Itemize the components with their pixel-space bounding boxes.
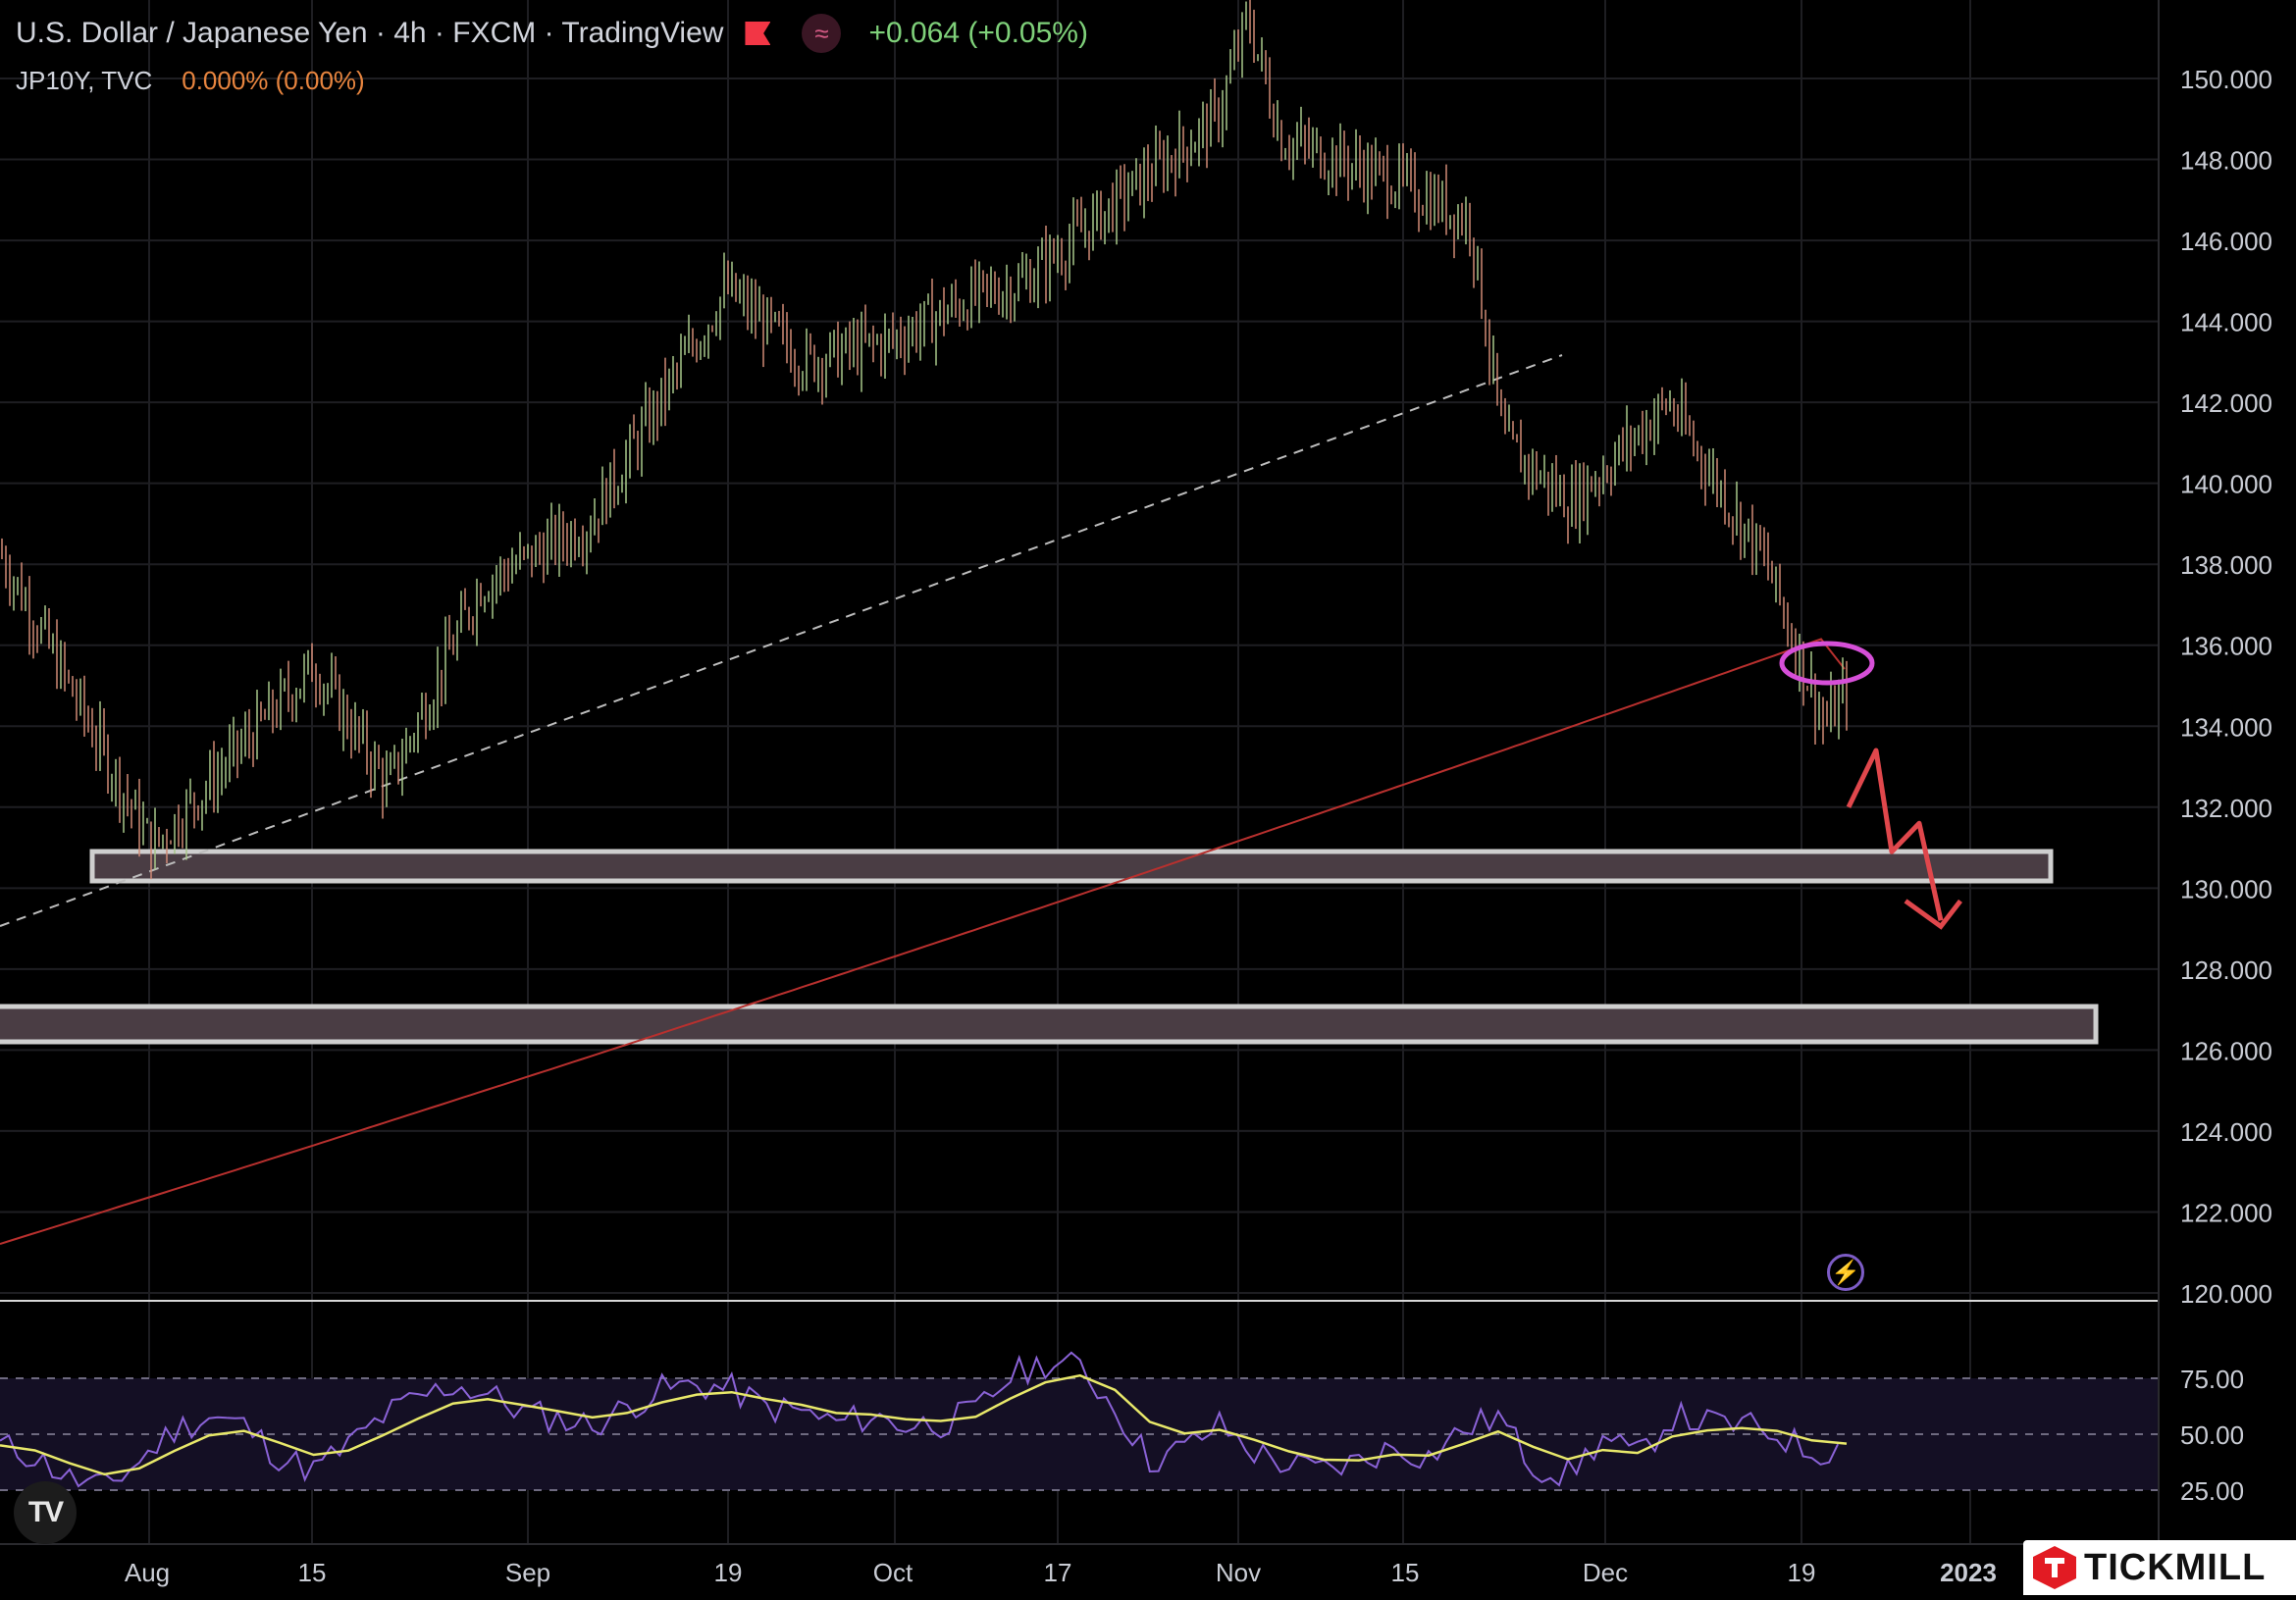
rsi-pane: [0, 1351, 2159, 1491]
rsi-band: [0, 1378, 2159, 1490]
time-tick-label: Sep: [505, 1558, 550, 1587]
candlesticks: [1, 0, 1848, 880]
rsi-tick-label: 25.00: [2180, 1476, 2244, 1506]
tickmill-logo: TICKMILL: [2023, 1540, 2296, 1595]
time-tick-label: 15: [1391, 1558, 1420, 1587]
highlight-ellipse: [1779, 641, 1875, 686]
price-tick-label: 136.000: [2180, 632, 2272, 661]
price-change: +0.064 (+0.05%): [868, 17, 1088, 49]
time-tick-label: 15: [298, 1558, 327, 1587]
price-tick-label: 140.000: [2180, 470, 2272, 499]
grid: [0, 0, 2159, 1544]
time-tick-label: 19: [1788, 1558, 1816, 1587]
rsi-line: [0, 1351, 1840, 1488]
price-tick-label: 138.000: [2180, 550, 2272, 580]
projection-arrowhead: [1904, 899, 1962, 930]
price-tick-label: 128.000: [2180, 955, 2272, 985]
time-tick-label: 2023: [1940, 1558, 1997, 1587]
price-tick-label: 124.000: [2180, 1117, 2272, 1147]
overlay-symbol[interactable]: JP10Y, TVC: [16, 65, 153, 95]
price-tick-label: 132.000: [2180, 794, 2272, 823]
price-tick-label: 146.000: [2180, 227, 2272, 256]
time-tick-label: 17: [1044, 1558, 1072, 1587]
time-tick-label: Oct: [873, 1558, 913, 1587]
symbol-title[interactable]: U.S. Dollar / Japanese Yen · 4h · FXCM ·…: [16, 17, 724, 49]
price-tick-label: 144.000: [2180, 308, 2272, 337]
trendline: [0, 354, 1563, 927]
chart-header: U.S. Dollar / Japanese Yen · 4h · FXCM ·…: [16, 12, 1088, 55]
projection-arrow: [1846, 748, 1944, 921]
lightning-icon[interactable]: ⚡: [1827, 1254, 1864, 1291]
support-zones: [0, 849, 2099, 1045]
time-tick-label: Nov: [1216, 1558, 1261, 1587]
support-zone-lower: [0, 1004, 2099, 1045]
time-tick-label: 19: [714, 1558, 743, 1587]
overlay-value: 0.000% (0.00%): [182, 65, 365, 95]
approx-icon[interactable]: ≈: [802, 14, 842, 53]
rsi-tick-label: 50.00: [2180, 1420, 2244, 1450]
price-tick-label: 150.000: [2180, 65, 2272, 94]
rsi-signal-line: [0, 1373, 1848, 1476]
price-tick-label: 142.000: [2180, 388, 2272, 418]
tickmill-wordmark: TICKMILL: [2084, 1546, 2267, 1588]
rsi-tick-label: 75.00: [2180, 1365, 2244, 1394]
tradingview-logo[interactable]: TV: [14, 1481, 77, 1544]
price-tick-label: 134.000: [2180, 712, 2272, 742]
time-tick-label: Aug: [125, 1558, 170, 1587]
price-tick-label: 122.000: [2180, 1198, 2272, 1227]
time-tick-label: Dec: [1583, 1558, 1628, 1587]
flag-icon[interactable]: [745, 22, 771, 45]
price-tick-label: 148.000: [2180, 146, 2272, 176]
price-tick-label: 130.000: [2180, 874, 2272, 903]
support-zone-upper: [89, 849, 2054, 884]
price-tick-label: 120.000: [2180, 1279, 2272, 1309]
ma-line: [0, 638, 1846, 1245]
annotations: [1779, 641, 1962, 930]
dashed-trendline: [0, 354, 1563, 927]
overlay-legend: JP10Y, TVC 0.000% (0.00%): [16, 61, 365, 100]
moving-average: [0, 638, 1846, 1245]
tickmill-mark-icon: [2033, 1546, 2076, 1589]
price-tick-label: 126.000: [2180, 1036, 2272, 1065]
